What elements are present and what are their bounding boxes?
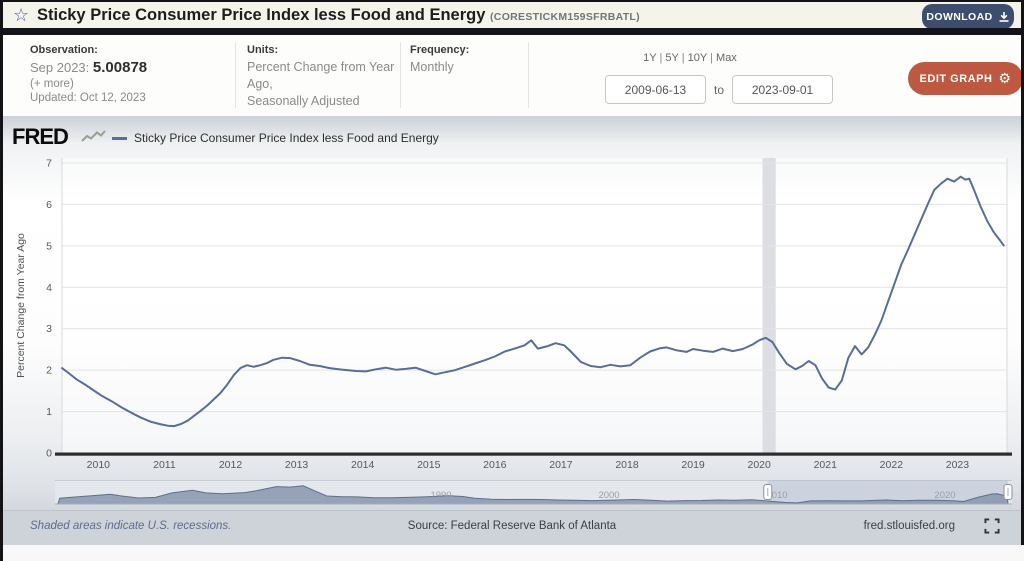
frame-edge [1021, 0, 1024, 545]
series-line [61, 175, 1005, 428]
x-tick-label: 2016 [483, 459, 507, 471]
range-presets: 1Y | 5Y | 10Y | Max [643, 52, 737, 64]
bottom-strip [0, 545, 1024, 561]
preset-10y[interactable]: 10Y [687, 52, 708, 64]
range-slider-chart[interactable]: 1990 2000 2010 2020 [0, 478, 1024, 508]
y-tick-label: 0 [46, 448, 52, 460]
x-tick-label: 2021 [814, 459, 838, 471]
chart-legend: Sticky Price Consumer Price Index less F… [112, 131, 439, 145]
y-tick-label: 1 [46, 406, 52, 418]
y-tick-label: 6 [46, 199, 52, 211]
x-tick-label: 2018 [615, 459, 639, 471]
legend-line-sample [112, 136, 127, 140]
y-axis-title: Percent Change from Year Ago [15, 233, 27, 378]
date-to-input[interactable] [732, 75, 834, 104]
observation-date: Sep 2023: [30, 60, 90, 75]
units-line1: Percent Change from Year Ago, [247, 60, 395, 91]
to-label: to [714, 82, 725, 97]
units-line2: Seasonally Adjusted [247, 94, 360, 108]
observation-value: 5.00878 [92, 59, 148, 76]
download-label: DOWNLOAD [926, 10, 993, 23]
series-id: (CORESTICKM159SFRBATL) [490, 11, 640, 23]
observation-label: Observation: [30, 44, 98, 56]
x-tick-label: 2010 [87, 459, 111, 471]
x-tick-label: 2017 [549, 459, 573, 471]
download-button[interactable]: DOWNLOAD [922, 4, 1014, 29]
x-tick-label: 2020 [748, 459, 772, 471]
edit-graph-label: EDIT GRAPH [919, 72, 993, 85]
x-axis-line [55, 452, 1012, 456]
gear-icon: ⚙ [998, 70, 1012, 87]
frame-edge [0, 0, 3, 561]
separator [400, 42, 401, 108]
edit-graph-button[interactable]: EDIT GRAPH ⚙ [908, 62, 1023, 95]
chart-footer: Shaded areas indicate U.S. recessions. S… [0, 510, 1024, 546]
observation-panel: Observation: Sep 2023: 5.00878 (+ more) … [30, 44, 147, 104]
site-link[interactable]: fred.stlouisfed.org [863, 520, 955, 532]
date-range: to [605, 75, 834, 104]
x-tick-label: 2019 [681, 459, 705, 471]
page-title: Sticky Price Consumer Price Index less F… [37, 6, 640, 25]
separator [528, 42, 529, 108]
slider-year-label: 2000 [598, 490, 619, 501]
fred-logo-chart-icon [81, 130, 106, 142]
x-tick-label: 2015 [417, 459, 441, 471]
units-value: Percent Change from Year Ago, Seasonally… [247, 59, 397, 110]
chart-widget: FRED Sticky Price Consumer Price Index l… [0, 116, 1024, 510]
y-tick-label: 5 [46, 240, 52, 252]
plot-area [62, 158, 1007, 453]
download-icon [999, 11, 1009, 22]
observation-value-line: Sep 2023: 5.00878 [30, 59, 147, 76]
y-tick-label: 4 [46, 282, 52, 294]
x-tick-label: 2014 [351, 459, 375, 471]
favorite-star-icon[interactable]: ☆ [13, 5, 30, 26]
x-tick-label: 2013 [285, 459, 309, 471]
recession-note: Shaded areas indicate U.S. recessions. [30, 520, 232, 532]
preset-5y[interactable]: 5Y [665, 52, 679, 64]
y-tick-label: 7 [46, 158, 52, 170]
frame-edge [0, 0, 1024, 2]
x-tick-label: 2022 [880, 459, 904, 471]
preset-1y[interactable]: 1Y [643, 52, 657, 64]
legend-series-label: Sticky Price Consumer Price Index less F… [134, 131, 439, 145]
frequency-label: Frequency: [410, 44, 470, 56]
x-tick-label: 2011 [153, 459, 176, 471]
y-tick-label: 2 [46, 365, 52, 377]
frequency-panel: Frequency: Monthly [410, 44, 560, 76]
units-label: Units: [247, 44, 279, 56]
x-tick-label: 2023 [946, 459, 970, 471]
header-divider [0, 28, 1024, 35]
fullscreen-icon[interactable] [984, 518, 1000, 534]
x-tick-label: 2012 [219, 459, 243, 471]
slider-year-label: 1990 [430, 490, 451, 501]
series-title: Sticky Price Consumer Price Index less F… [37, 6, 486, 24]
separator [235, 42, 236, 108]
overview-area [57, 485, 1009, 505]
fred-logo[interactable]: FRED [12, 124, 69, 149]
main-chart[interactable]: 0 1 2 3 4 5 6 7 2010 2011 2012 2013 2014 2015 2016 2017… [0, 150, 1024, 480]
units-panel: Units: Percent Change from Year Ago, Sea… [247, 44, 397, 110]
frequency-value: Monthly [410, 60, 454, 74]
page-header: ☆ Sticky Price Consumer Price Index less… [0, 2, 1024, 29]
slider-year-label: 2010 [766, 490, 787, 501]
observation-updated: Updated: Oct 12, 2023 [30, 92, 146, 104]
slider-year-label: 2020 [934, 490, 955, 501]
observation-more-link[interactable]: (+ more) [30, 78, 74, 90]
y-tick-label: 3 [46, 323, 52, 335]
preset-max[interactable]: Max [716, 52, 737, 64]
control-bar: Observation: Sep 2023: 5.00878 (+ more) … [0, 35, 1024, 117]
recession-band [762, 158, 776, 453]
date-from-input[interactable] [605, 75, 706, 104]
